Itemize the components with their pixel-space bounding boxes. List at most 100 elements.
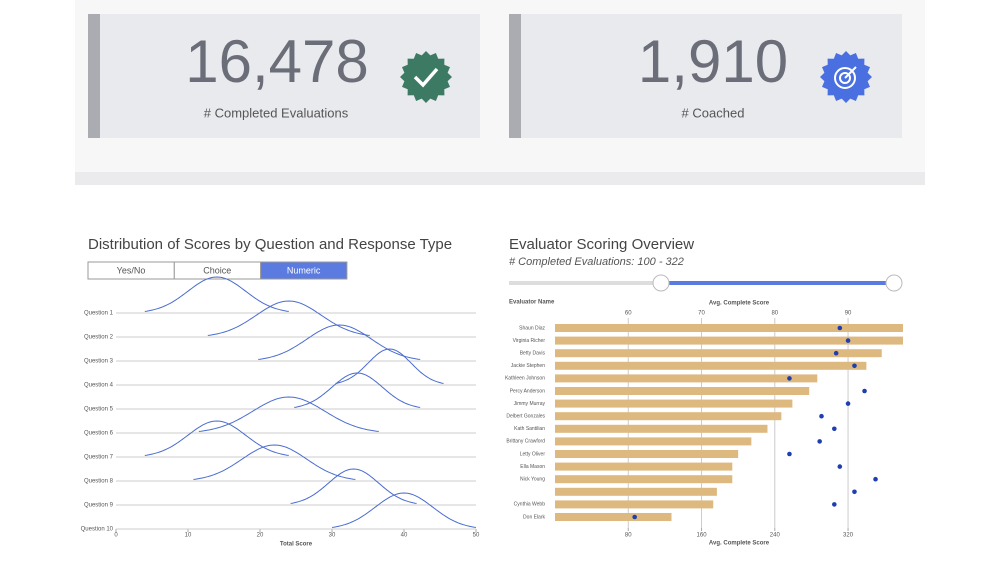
slider-handle[interactable] bbox=[652, 274, 670, 292]
bar bbox=[555, 349, 882, 358]
x-axis-title: Avg. Complete Score bbox=[709, 301, 770, 307]
y-tick-label: Kathleen Johnson bbox=[505, 376, 545, 382]
x-tick-label: 40 bbox=[401, 533, 408, 539]
bar bbox=[555, 513, 672, 521]
y-tick-label: Question 8 bbox=[84, 479, 114, 485]
y-tick-label: Brittany Crawford bbox=[506, 439, 545, 445]
y-tick-label: Letty Oliver bbox=[520, 451, 546, 457]
x2-tick-label: 80 bbox=[625, 533, 632, 539]
y-tick-label: Shaun Diaz bbox=[519, 325, 545, 331]
bar bbox=[555, 487, 717, 496]
x-axis-title: Total Score bbox=[280, 542, 313, 548]
chart-title: Distribution of Scores by Question and R… bbox=[88, 236, 452, 253]
y-tick-label: Ella Mason bbox=[520, 464, 545, 470]
y-tick-label: Virginia Richer bbox=[513, 338, 546, 344]
dot bbox=[817, 439, 822, 444]
y-tick-label: Kath Santilian bbox=[514, 426, 545, 432]
dot bbox=[837, 325, 843, 331]
dot bbox=[833, 350, 839, 356]
density-curve bbox=[144, 420, 289, 456]
y-tick-label: Question 3 bbox=[84, 359, 114, 365]
density-curve bbox=[290, 468, 417, 504]
y-tick-label: Question 1 bbox=[84, 311, 114, 317]
slider-handle[interactable] bbox=[885, 274, 903, 292]
bar bbox=[555, 399, 793, 408]
x2-tick-label: 160 bbox=[697, 533, 708, 539]
bar bbox=[555, 324, 903, 332]
dot bbox=[845, 401, 851, 406]
bar bbox=[555, 475, 733, 484]
bar bbox=[555, 424, 768, 433]
y-tick-label: Question 2 bbox=[84, 335, 114, 341]
dot bbox=[845, 338, 851, 343]
kpi-accent bbox=[509, 14, 521, 138]
dot bbox=[787, 376, 792, 381]
bar bbox=[555, 374, 818, 383]
tab-label: Numeric bbox=[287, 265, 321, 275]
x2-tick-label: 240 bbox=[770, 533, 781, 539]
y-tick-label: Jackie Stephen bbox=[511, 363, 545, 369]
x-tick-label: 90 bbox=[845, 311, 852, 317]
chart-subtitle: # Completed Evaluations: 100 - 322 bbox=[509, 256, 684, 268]
x-tick-label: 0 bbox=[114, 533, 118, 539]
y-tick-label: Question 5 bbox=[84, 407, 114, 413]
density-curve bbox=[144, 276, 289, 312]
bar bbox=[555, 361, 867, 370]
dot bbox=[819, 413, 824, 419]
tab-label: Yes/No bbox=[117, 265, 146, 275]
chart-title: Evaluator Scoring Overview bbox=[509, 236, 694, 253]
dot bbox=[852, 489, 857, 495]
check-icon bbox=[413, 67, 439, 88]
x-axis-title: Avg. Complete Score bbox=[709, 541, 770, 547]
bar bbox=[555, 387, 810, 395]
density-curve bbox=[193, 444, 356, 480]
badge bbox=[400, 51, 452, 103]
density-curve bbox=[207, 300, 370, 336]
y-axis-title: Evaluator Name bbox=[509, 300, 555, 306]
kpi-accent bbox=[88, 14, 100, 138]
x-tick-label: 70 bbox=[698, 311, 705, 317]
x-tick-label: 50 bbox=[473, 533, 480, 539]
density-curve bbox=[198, 396, 379, 432]
dot bbox=[632, 514, 637, 520]
density-curve bbox=[258, 324, 421, 360]
dot bbox=[837, 464, 843, 469]
y-tick-label: Jimmy Murray bbox=[514, 401, 546, 407]
tab-label: Choice bbox=[203, 265, 231, 275]
tab[interactable] bbox=[260, 261, 348, 280]
y-tick-label: Delbert Gonzales bbox=[506, 414, 545, 420]
bar bbox=[555, 500, 714, 509]
density-curve bbox=[294, 372, 421, 408]
y-tick-label: Nick Young bbox=[520, 477, 545, 483]
dot bbox=[873, 476, 878, 482]
y-tick-label: Percy Anderson bbox=[510, 388, 546, 394]
x2-tick-label: 320 bbox=[843, 533, 854, 539]
dot bbox=[832, 426, 837, 432]
y-tick-label: Cynthia Webb bbox=[514, 502, 546, 508]
bar bbox=[555, 450, 739, 458]
y-tick-label: Betty Davis bbox=[520, 351, 546, 357]
dot bbox=[832, 502, 837, 507]
x-tick-label: 30 bbox=[329, 533, 336, 539]
density-curve bbox=[335, 348, 444, 384]
bar bbox=[555, 336, 903, 345]
x-tick-label: 80 bbox=[771, 311, 778, 317]
bar bbox=[555, 462, 733, 471]
bar bbox=[555, 412, 782, 421]
y-tick-label: Question 7 bbox=[84, 455, 114, 461]
dot bbox=[787, 451, 792, 457]
kpi-label: # Completed Evaluations bbox=[204, 105, 349, 120]
bar bbox=[555, 437, 752, 446]
kpi-value: 1,910 bbox=[638, 28, 788, 95]
kpi-label: # Coached bbox=[682, 105, 745, 120]
y-tick-label: Question 6 bbox=[84, 431, 114, 437]
dot bbox=[852, 363, 857, 369]
divider-strip bbox=[75, 172, 925, 185]
y-tick-label: Question 4 bbox=[84, 383, 114, 389]
x-tick-label: 10 bbox=[185, 533, 192, 539]
dot bbox=[862, 388, 867, 394]
density-curve bbox=[331, 492, 477, 528]
kpi-value: 16,478 bbox=[185, 28, 369, 95]
